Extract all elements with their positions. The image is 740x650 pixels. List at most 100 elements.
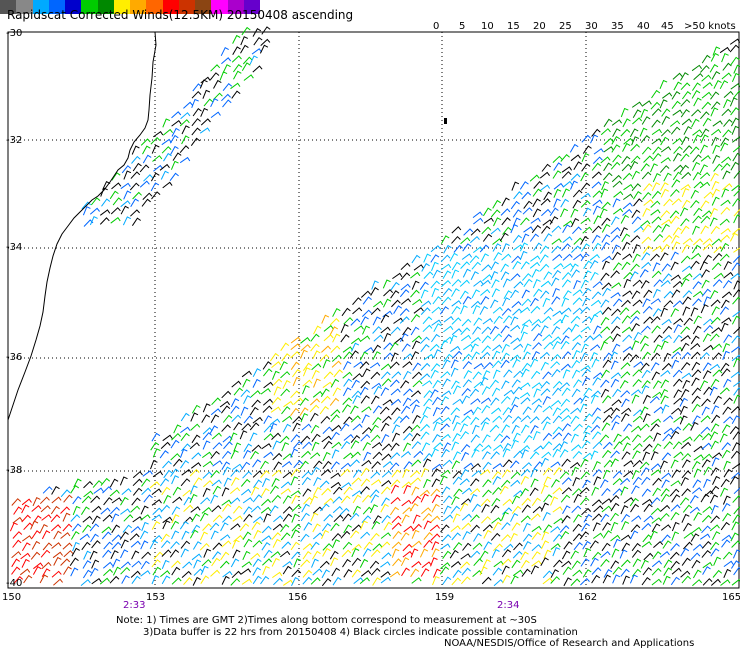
wind-barb: [692, 290, 704, 298]
wind-barb: [462, 360, 473, 370]
wind-barb: [111, 534, 122, 542]
wind-barb: [662, 325, 673, 334]
wind-barb: [661, 534, 671, 543]
wind-barb: [422, 324, 433, 333]
wind-barb: [323, 440, 333, 450]
wind-barb: [352, 423, 363, 431]
wind-barb: [612, 388, 622, 398]
wind-barb: [221, 540, 232, 548]
wind-barb: [580, 192, 591, 200]
wind-barb: [550, 399, 562, 407]
wind-barb: [531, 398, 542, 405]
wind-barb: [680, 218, 690, 227]
wind-barb: [532, 506, 543, 514]
wind-barb: [279, 550, 291, 558]
wind-barb: [491, 288, 500, 298]
wind-barb: [321, 345, 331, 353]
wind-barb: [590, 299, 602, 307]
wind-barb: [300, 435, 311, 444]
wind-barb: [560, 530, 570, 540]
wind-barb: [301, 470, 312, 479]
wind-barb: [701, 406, 710, 416]
wind-barb: [90, 533, 99, 543]
wind-barb: [612, 470, 623, 479]
wind-barb: [552, 426, 563, 435]
wind-barb: [311, 363, 322, 371]
wind-barb: [243, 506, 253, 515]
wind-barb: [541, 163, 551, 172]
wind-barb: [522, 522, 531, 532]
wind-barb: [719, 387, 730, 395]
wind-barb: [149, 540, 159, 550]
wind-barb: [430, 280, 440, 289]
wind-barb: [602, 395, 612, 404]
wind-barb: [432, 407, 441, 417]
wind-barb: [611, 399, 622, 406]
wind-barb: [723, 90, 734, 98]
wind-barb: [671, 531, 679, 541]
wind-barb: [493, 217, 502, 227]
wind-barb: [722, 62, 732, 71]
wind-barb: [720, 234, 730, 242]
wind-barb: [370, 395, 380, 405]
wind-barb: [70, 514, 81, 522]
wind-barb: [590, 557, 599, 567]
wind-barb: [520, 487, 529, 497]
wind-barb: [512, 386, 523, 395]
wind-barb: [369, 489, 380, 498]
wind-barb: [231, 414, 242, 423]
wind-barb: [242, 449, 252, 459]
wind-barb: [171, 475, 180, 485]
wind-barb: [373, 385, 383, 395]
wind-barb: [250, 390, 261, 398]
wind-barb: [583, 513, 593, 523]
wind-barb: [221, 450, 232, 459]
wind-barb: [431, 478, 441, 488]
wind-barb: [362, 506, 373, 515]
wind-barb: [531, 351, 540, 361]
wind-barb: [282, 415, 293, 423]
wind-barb: [120, 182, 131, 190]
wind-barb: [729, 476, 739, 485]
wind-barb: [722, 183, 733, 191]
wind-barb: [223, 441, 233, 450]
wind-barb: [382, 399, 393, 406]
wind-barb: [452, 433, 461, 442]
wind-barb: [343, 317, 354, 325]
wind-barb: [109, 478, 119, 488]
wind-barb: [453, 244, 463, 253]
wind-barb: [389, 342, 399, 351]
wind-barb: [431, 548, 440, 558]
wind-barb: [519, 392, 531, 399]
wind-barb: [481, 226, 492, 235]
wind-barb: [631, 542, 641, 552]
wind-barb: [620, 477, 631, 485]
wind-barb: [731, 442, 740, 452]
wind-barb: [260, 460, 269, 470]
wind-barb: [171, 432, 181, 441]
wind-barb: [651, 138, 662, 145]
wind-barb: [193, 559, 202, 569]
wind-barb: [169, 172, 179, 181]
wind-barb: [602, 414, 613, 423]
wind-barb: [411, 486, 420, 496]
wind-barb: [600, 558, 610, 567]
wind-barb: [30, 551, 41, 560]
colorbar-segment: [0, 0, 17, 14]
wind-barb: [181, 468, 192, 476]
wind-barb: [280, 388, 290, 397]
wind-barb: [351, 337, 362, 345]
wind-barb: [542, 441, 553, 450]
wind-barb: [503, 543, 514, 551]
wind-barb: [670, 480, 681, 487]
wind-barb: [160, 441, 171, 449]
wind-barb: [262, 405, 273, 413]
wind-barb: [359, 558, 369, 568]
wind-barb: [280, 481, 291, 489]
wind-barb: [499, 485, 509, 495]
wind-barb: [729, 44, 740, 53]
wind-barb: [389, 506, 399, 516]
wind-barb: [673, 81, 682, 91]
wind-barb: [482, 479, 492, 488]
wind-barb: [243, 415, 253, 424]
